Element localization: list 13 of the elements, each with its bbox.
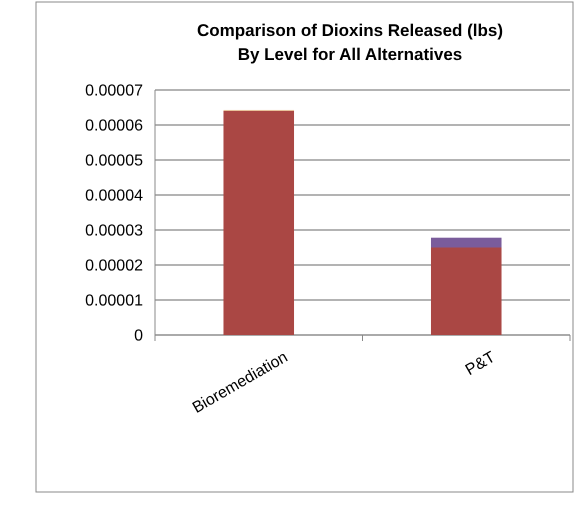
- y-tick-label: 0.00005: [85, 152, 144, 170]
- bar: [430, 238, 502, 248]
- x-tick-label: P&T: [462, 348, 498, 380]
- y-tick-label: 0.00002: [85, 258, 144, 275]
- bar: [430, 248, 502, 335]
- y-tick-label: 0.00006: [85, 118, 144, 135]
- y-tick-label: 0.00001: [85, 292, 144, 310]
- y-tick-label: 0: [134, 328, 144, 345]
- y-tick-label: 0.00007: [85, 82, 144, 100]
- y-tick-label: 0.00004: [85, 188, 144, 205]
- chart-title: Comparison of Dioxins Released (lbs) By Level for All Alternatives: [196, 21, 504, 64]
- bar: [223, 111, 294, 335]
- y-tick-label: 0.00003: [85, 222, 144, 240]
